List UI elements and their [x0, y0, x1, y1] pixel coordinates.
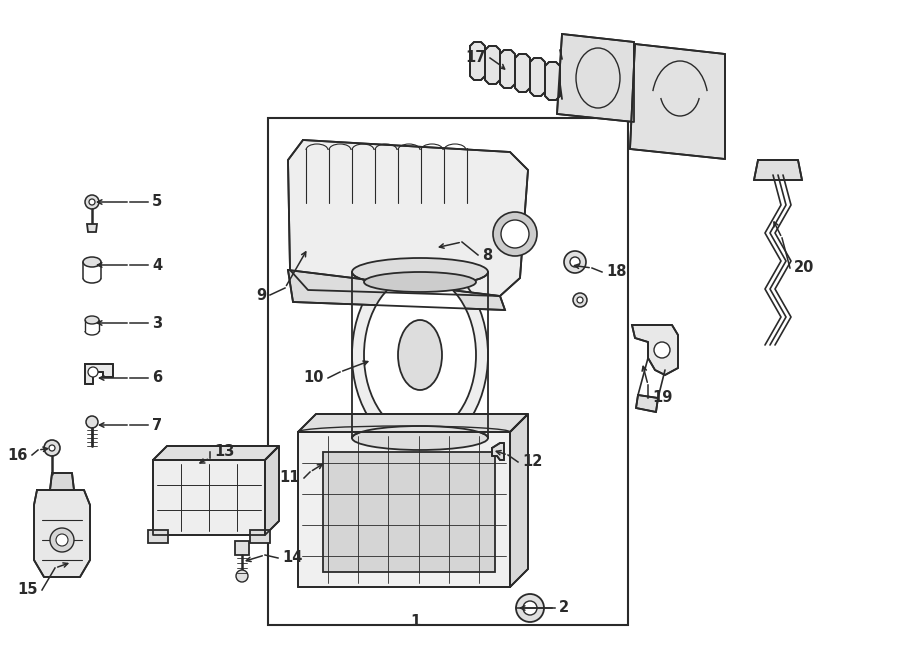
- Circle shape: [654, 342, 670, 358]
- Text: 15: 15: [17, 583, 38, 598]
- Circle shape: [236, 570, 248, 582]
- Text: 13: 13: [214, 444, 234, 459]
- Circle shape: [49, 445, 55, 451]
- Polygon shape: [288, 140, 528, 296]
- Circle shape: [85, 195, 99, 209]
- Text: 5: 5: [152, 195, 162, 209]
- Circle shape: [44, 440, 60, 456]
- Polygon shape: [545, 62, 560, 100]
- Polygon shape: [85, 364, 113, 384]
- Text: 6: 6: [152, 371, 162, 385]
- Text: 3: 3: [152, 316, 162, 330]
- Circle shape: [501, 220, 529, 248]
- Polygon shape: [87, 224, 97, 232]
- Circle shape: [86, 416, 98, 428]
- Polygon shape: [485, 46, 500, 84]
- Polygon shape: [636, 395, 658, 412]
- Ellipse shape: [364, 275, 476, 435]
- Text: 10: 10: [303, 371, 324, 385]
- Polygon shape: [515, 54, 530, 92]
- Polygon shape: [250, 530, 270, 543]
- Polygon shape: [298, 432, 510, 587]
- Text: 18: 18: [606, 265, 626, 279]
- Polygon shape: [500, 50, 515, 88]
- Text: 14: 14: [282, 551, 302, 565]
- Polygon shape: [470, 42, 485, 80]
- Polygon shape: [530, 58, 545, 96]
- Ellipse shape: [398, 320, 442, 390]
- Polygon shape: [510, 414, 528, 587]
- Circle shape: [516, 594, 544, 622]
- Ellipse shape: [352, 426, 488, 450]
- Circle shape: [56, 534, 68, 546]
- Polygon shape: [153, 446, 279, 460]
- Polygon shape: [630, 44, 725, 159]
- Bar: [268, 118, 628, 625]
- Polygon shape: [50, 473, 74, 490]
- Ellipse shape: [364, 272, 476, 292]
- Text: 1: 1: [410, 614, 420, 630]
- Text: 9: 9: [256, 287, 266, 303]
- Circle shape: [89, 199, 95, 205]
- Polygon shape: [557, 34, 634, 122]
- Polygon shape: [34, 490, 90, 577]
- Text: 8: 8: [482, 248, 492, 263]
- Circle shape: [88, 367, 98, 377]
- Text: 4: 4: [152, 258, 162, 273]
- Polygon shape: [298, 414, 528, 432]
- Text: 19: 19: [652, 391, 672, 406]
- Text: 7: 7: [152, 418, 162, 432]
- Polygon shape: [632, 325, 678, 375]
- Text: 17: 17: [465, 50, 486, 66]
- Polygon shape: [754, 160, 802, 180]
- Circle shape: [577, 297, 583, 303]
- Polygon shape: [265, 446, 279, 535]
- Circle shape: [523, 601, 537, 615]
- Text: 16: 16: [7, 448, 28, 463]
- Text: 2: 2: [559, 600, 569, 616]
- Text: 12: 12: [522, 455, 543, 469]
- Circle shape: [50, 528, 74, 552]
- Polygon shape: [153, 460, 265, 535]
- Text: 20: 20: [794, 261, 814, 275]
- Circle shape: [570, 257, 580, 267]
- Text: 11: 11: [280, 471, 300, 485]
- Circle shape: [573, 293, 587, 307]
- Circle shape: [493, 212, 537, 256]
- Polygon shape: [492, 443, 504, 460]
- Ellipse shape: [85, 316, 99, 324]
- Polygon shape: [288, 270, 505, 310]
- Ellipse shape: [352, 260, 488, 450]
- Circle shape: [564, 251, 586, 273]
- Polygon shape: [235, 541, 249, 555]
- Polygon shape: [323, 452, 495, 572]
- Ellipse shape: [83, 257, 101, 267]
- Ellipse shape: [352, 258, 488, 286]
- Polygon shape: [148, 530, 168, 543]
